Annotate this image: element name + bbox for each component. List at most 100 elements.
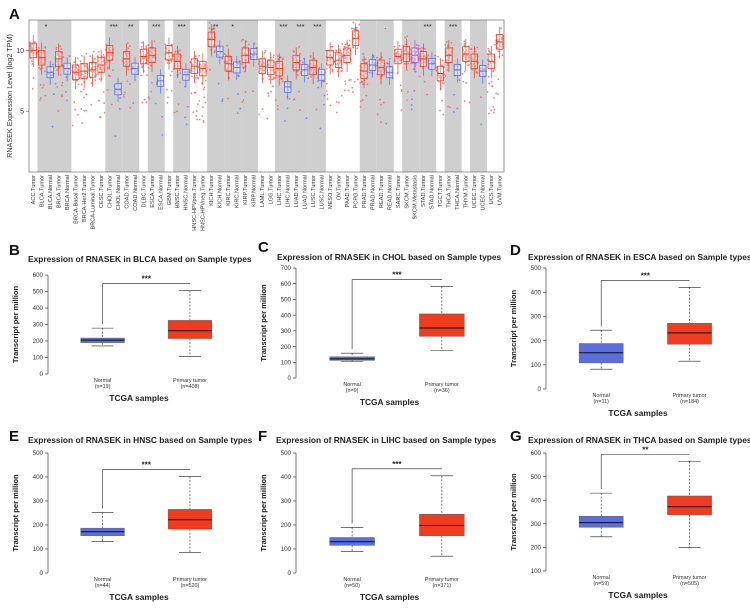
data-point <box>80 90 82 93</box>
data-point <box>144 61 147 64</box>
data-point <box>417 44 420 47</box>
data-point <box>94 58 97 60</box>
data-point <box>97 73 100 75</box>
data-point <box>74 108 77 111</box>
data-point <box>170 89 173 92</box>
data-point <box>447 105 449 108</box>
data-point <box>420 52 423 55</box>
y-tick-label: 5 <box>20 109 24 116</box>
data-point <box>229 59 232 62</box>
data-point <box>339 61 342 64</box>
data-point <box>403 50 406 52</box>
data-point <box>105 61 108 64</box>
data-point <box>268 78 271 81</box>
data-point <box>42 84 45 87</box>
data-point <box>267 95 270 97</box>
data-point <box>209 68 211 71</box>
data-point <box>90 103 93 106</box>
data-point <box>154 102 157 105</box>
y-tick-label: 300 <box>281 498 292 505</box>
y-tick-label: 500 <box>281 297 292 304</box>
data-point <box>143 98 146 101</box>
data-point <box>423 47 426 50</box>
significance-label-kirc: * <box>231 24 234 31</box>
panel-f-title: Expression of RNASEK in LIHC based on Sa… <box>276 435 497 445</box>
data-point <box>208 37 211 39</box>
y-axis-label: Transcript per million <box>259 474 268 552</box>
data-point <box>193 91 196 94</box>
data-point <box>203 65 205 68</box>
data-point <box>427 54 430 57</box>
data-point <box>208 27 211 30</box>
data-point <box>149 64 152 67</box>
data-point <box>432 61 435 63</box>
data-point <box>271 85 274 88</box>
data-point <box>109 49 112 51</box>
y-tick-label: 400 <box>281 312 292 319</box>
data-point <box>123 91 126 94</box>
data-point <box>336 70 339 73</box>
data-point <box>465 54 468 57</box>
data-point <box>437 55 439 58</box>
data-point <box>471 57 474 60</box>
data-point <box>326 93 329 96</box>
data-point <box>268 60 271 63</box>
data-point <box>492 69 495 72</box>
data-point <box>501 54 504 56</box>
data-point <box>110 53 113 56</box>
data-point <box>236 112 239 115</box>
data-point <box>98 78 101 80</box>
data-point <box>89 55 92 58</box>
data-point <box>194 61 197 64</box>
data-point <box>284 120 286 122</box>
y-axis-label: Transcript per million <box>11 286 20 364</box>
data-point <box>148 98 151 100</box>
data-point <box>407 62 410 65</box>
data-point <box>226 44 229 47</box>
data-point <box>217 54 219 56</box>
data-point <box>119 89 122 92</box>
data-point <box>314 60 317 63</box>
data-point <box>179 72 182 74</box>
data-point <box>323 80 326 83</box>
data-point <box>251 54 254 57</box>
data-point <box>362 53 365 55</box>
significance-label-luad: *** <box>296 24 304 31</box>
data-point <box>196 118 199 121</box>
data-point <box>41 86 44 89</box>
tumor-box <box>419 313 465 337</box>
data-point <box>463 44 466 47</box>
x-tick-label: LUSC.Normal <box>319 175 325 210</box>
data-point <box>270 78 273 81</box>
data-point <box>314 65 316 68</box>
x-tick-label: UCS.Tumor <box>489 175 495 204</box>
data-point <box>344 80 346 83</box>
data-point <box>336 53 339 56</box>
data-point <box>348 52 351 54</box>
data-point <box>344 48 346 51</box>
data-point <box>463 43 466 45</box>
data-point <box>107 46 109 49</box>
data-point <box>317 86 320 89</box>
data-point <box>379 98 381 101</box>
data-point <box>343 45 346 48</box>
x-tick-label: LUSC.Tumor <box>311 175 317 208</box>
data-point <box>203 62 206 65</box>
data-point <box>101 67 104 70</box>
x-tick-label: STAD.Tumor <box>421 175 427 207</box>
data-point <box>364 58 367 61</box>
data-point <box>248 43 250 46</box>
data-point <box>103 111 106 114</box>
data-point <box>61 95 63 98</box>
data-point <box>360 100 362 102</box>
panel-letter-b: B <box>9 242 20 259</box>
data-point <box>208 21 211 24</box>
data-point <box>190 92 193 95</box>
data-point <box>349 78 352 81</box>
data-point <box>127 68 130 71</box>
data-point <box>60 93 63 96</box>
data-point <box>412 50 415 53</box>
y-tick-label: 400 <box>531 497 542 504</box>
data-point <box>203 96 206 99</box>
data-point <box>272 54 275 57</box>
